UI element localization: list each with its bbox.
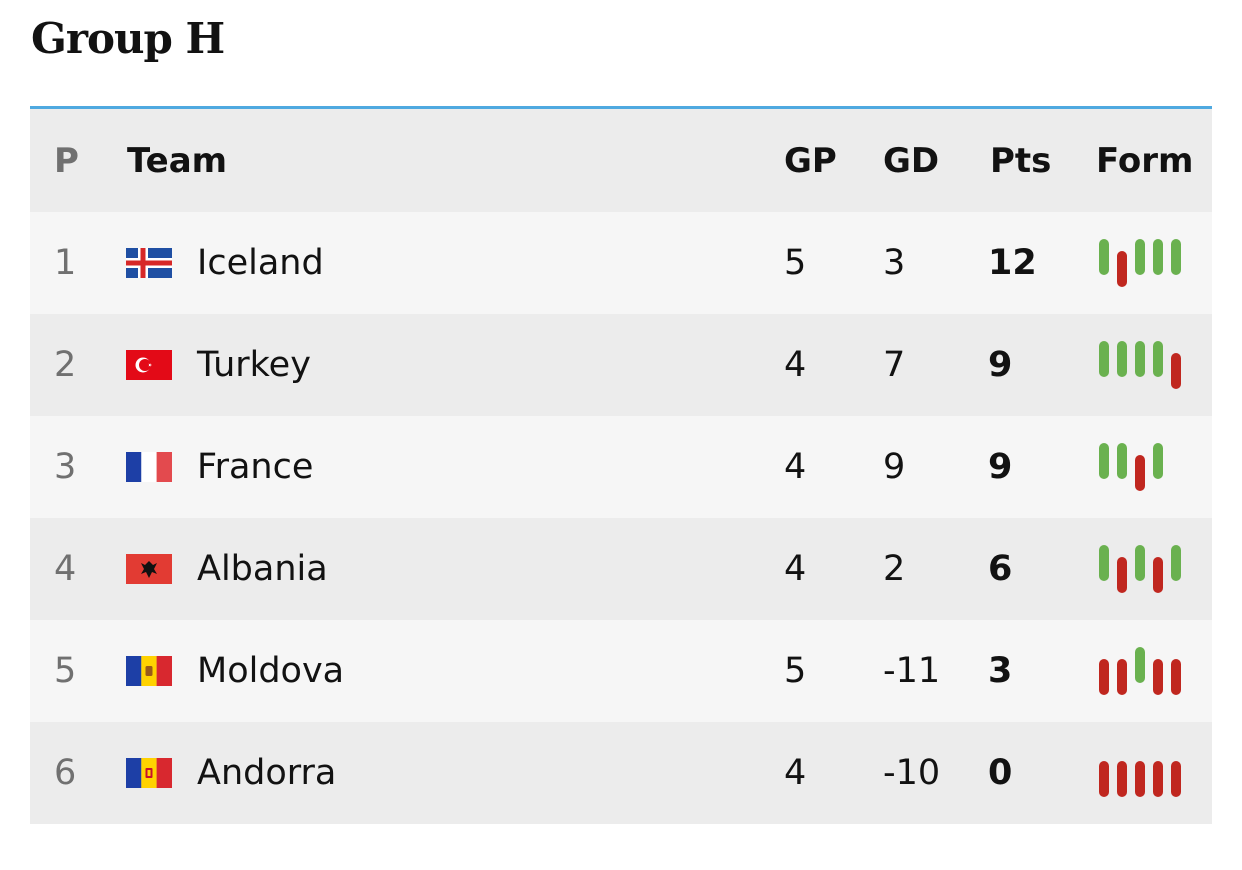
points: 3: [988, 651, 1013, 691]
form-loss-bar: [1117, 557, 1127, 593]
games-played: 4: [784, 753, 807, 793]
form-indicator: [1094, 518, 1184, 620]
form-loss-bar: [1099, 761, 1109, 797]
goal-difference: 3: [883, 243, 906, 283]
table-row: 2 Turkey 4 7 9: [30, 314, 1212, 416]
table-row: 3 France 4 9 9: [30, 416, 1212, 518]
moldova-flag-icon: [126, 620, 172, 722]
form-loss-bar: [1117, 761, 1127, 797]
standings-table: P Team GP GD Pts Form 1 Iceland 5 3 12 2 Turke…: [30, 106, 1212, 824]
points: 12: [988, 243, 1037, 283]
team-position: 5: [54, 651, 77, 691]
form-win-bar: [1099, 443, 1109, 479]
team-name: Albania: [197, 549, 328, 589]
form-loss-bar: [1153, 659, 1163, 695]
goal-difference: -10: [883, 753, 941, 793]
games-played: 4: [784, 447, 807, 487]
header-team: Team: [127, 140, 228, 181]
form-loss-bar: [1135, 761, 1145, 797]
form-win-bar: [1099, 341, 1109, 377]
form-win-bar: [1099, 545, 1109, 581]
table-row: 1 Iceland 5 3 12: [30, 212, 1212, 314]
form-loss-bar: [1153, 761, 1163, 797]
form-win-bar: [1099, 239, 1109, 275]
iceland-flag-icon: [126, 212, 172, 314]
team-position: 1: [54, 243, 77, 283]
team-name: Moldova: [197, 651, 345, 691]
turkey-flag-icon: [126, 314, 172, 416]
goal-difference: -11: [883, 651, 941, 691]
albania-flag-icon: [126, 518, 172, 620]
form-loss-bar: [1099, 659, 1109, 695]
form-win-bar: [1135, 647, 1145, 683]
form-win-bar: [1153, 341, 1163, 377]
team-position: 6: [54, 753, 77, 793]
table-row: 6 Andorra 4 -10 0: [30, 722, 1212, 824]
form-indicator: [1094, 620, 1184, 722]
goal-difference: 7: [883, 345, 906, 385]
table-body: 1 Iceland 5 3 12 2 Turkey 4 7 9 3 France 4 9 9 4 Albania…: [30, 212, 1212, 824]
header-form: Form: [1096, 140, 1194, 181]
form-loss-bar: [1117, 659, 1127, 695]
form-win-bar: [1135, 239, 1145, 275]
form-indicator: [1094, 314, 1184, 416]
form-win-bar: [1153, 239, 1163, 275]
games-played: 4: [784, 345, 807, 385]
team-name: Iceland: [197, 243, 324, 283]
form-win-bar: [1117, 341, 1127, 377]
goal-difference: 9: [883, 447, 906, 487]
page-title: Group H: [31, 14, 225, 63]
games-played: 4: [784, 549, 807, 589]
form-win-bar: [1153, 443, 1163, 479]
header-games-played: GP: [784, 140, 837, 181]
team-position: 3: [54, 447, 77, 487]
points: 9: [988, 345, 1013, 385]
form-loss-bar: [1171, 353, 1181, 389]
form-win-bar: [1171, 545, 1181, 581]
table-row: 5 Moldova 5 -11 3: [30, 620, 1212, 722]
header-position: P: [54, 140, 79, 181]
goal-difference: 2: [883, 549, 906, 589]
team-name: Turkey: [197, 345, 311, 385]
form-loss-bar: [1135, 455, 1145, 491]
form-loss-bar: [1117, 251, 1127, 287]
form-indicator: [1094, 722, 1184, 824]
team-name: Andorra: [197, 753, 337, 793]
points: 0: [988, 753, 1013, 793]
form-loss-bar: [1171, 761, 1181, 797]
form-loss-bar: [1171, 659, 1181, 695]
team-position: 4: [54, 549, 77, 589]
form-win-bar: [1117, 443, 1127, 479]
andorra-flag-icon: [126, 722, 172, 824]
team-position: 2: [54, 345, 77, 385]
form-loss-bar: [1153, 557, 1163, 593]
header-goal-difference: GD: [883, 140, 940, 181]
form-win-bar: [1135, 341, 1145, 377]
form-win-bar: [1135, 545, 1145, 581]
table-row: 4 Albania 4 2 6: [30, 518, 1212, 620]
form-indicator: [1094, 212, 1184, 314]
header-points: Pts: [990, 140, 1052, 181]
team-name: France: [197, 447, 314, 487]
table-header: P Team GP GD Pts Form: [30, 109, 1212, 212]
form-win-bar: [1171, 239, 1181, 275]
games-played: 5: [784, 651, 807, 691]
points: 9: [988, 447, 1013, 487]
form-indicator: [1094, 416, 1184, 518]
games-played: 5: [784, 243, 807, 283]
france-flag-icon: [126, 416, 172, 518]
points: 6: [988, 549, 1013, 589]
